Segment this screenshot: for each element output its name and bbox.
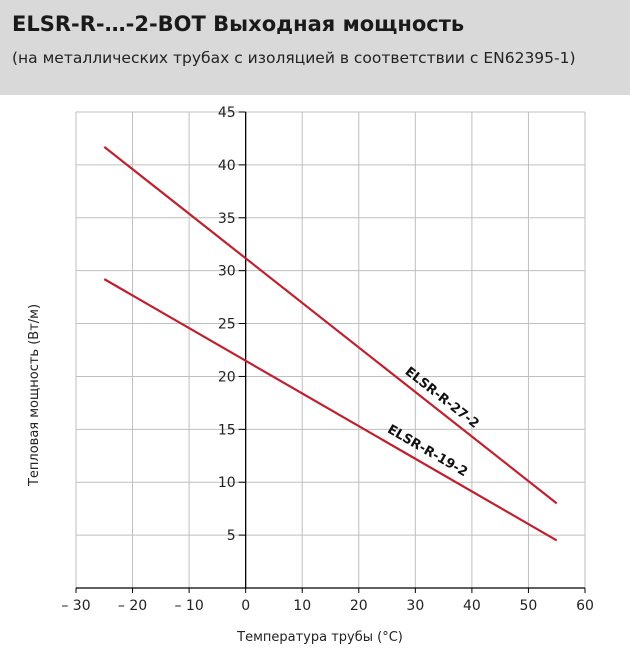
y-tick-label: 5 — [227, 528, 236, 544]
x-tick-label: – 30 — [61, 598, 90, 614]
chart-subtitle: (на металлических трубах с изоляцией в с… — [12, 49, 576, 67]
series-line — [103, 278, 558, 542]
y-tick-label: 45 — [218, 105, 236, 121]
x-tick-label: – 10 — [174, 598, 203, 614]
grid-lines — [75, 111, 586, 588]
x-tick-label: 30 — [406, 598, 424, 614]
x-tick-label: 50 — [520, 598, 538, 614]
series-line — [103, 146, 558, 505]
x-tick-label: 10 — [293, 598, 311, 614]
x-tick-label: – 20 — [118, 598, 147, 614]
x-tick-label: 0 — [241, 598, 250, 614]
x-tick-label: 60 — [576, 598, 594, 614]
x-axis-label: Температура трубы (°C) — [236, 630, 403, 645]
x-tick-label: 20 — [350, 598, 368, 614]
y-tick-label: 40 — [218, 158, 236, 174]
series-lines — [103, 146, 558, 542]
series-label: ELSR-R-19-2 — [385, 422, 470, 480]
power-chart: – 30 – 20 – 10 0 10 20 30 40 50 60 5 10 15 20 25 30 35 40… — [27, 105, 594, 645]
tick-labels: – 30 – 20 – 10 0 10 20 30 40 50 60 5 10 15 20 25 30 35 40… — [61, 105, 594, 614]
chart-header: ELSR-R-…-2-BOT Выходная мощность (на мет… — [0, 0, 630, 95]
chart-area: – 30 – 20 – 10 0 10 20 30 40 50 60 5 10 15 20 25 30 35 40… — [0, 95, 630, 667]
x-tick-label: 40 — [463, 598, 481, 614]
y-tick-label: 10 — [218, 475, 236, 491]
axes — [75, 111, 586, 593]
y-tick-label: 20 — [218, 369, 236, 385]
series-label: ELSR-R-27-2 — [402, 364, 482, 431]
y-tick-label: 25 — [218, 317, 236, 333]
y-tick-label: 15 — [218, 422, 236, 438]
y-axis-label: Тепловая мощность (Вт/м) — [27, 304, 42, 487]
chart-title: ELSR-R-…-2-BOT Выходная мощность — [12, 12, 465, 36]
y-tick-label: 35 — [218, 211, 236, 227]
y-tick-label: 30 — [218, 264, 236, 280]
